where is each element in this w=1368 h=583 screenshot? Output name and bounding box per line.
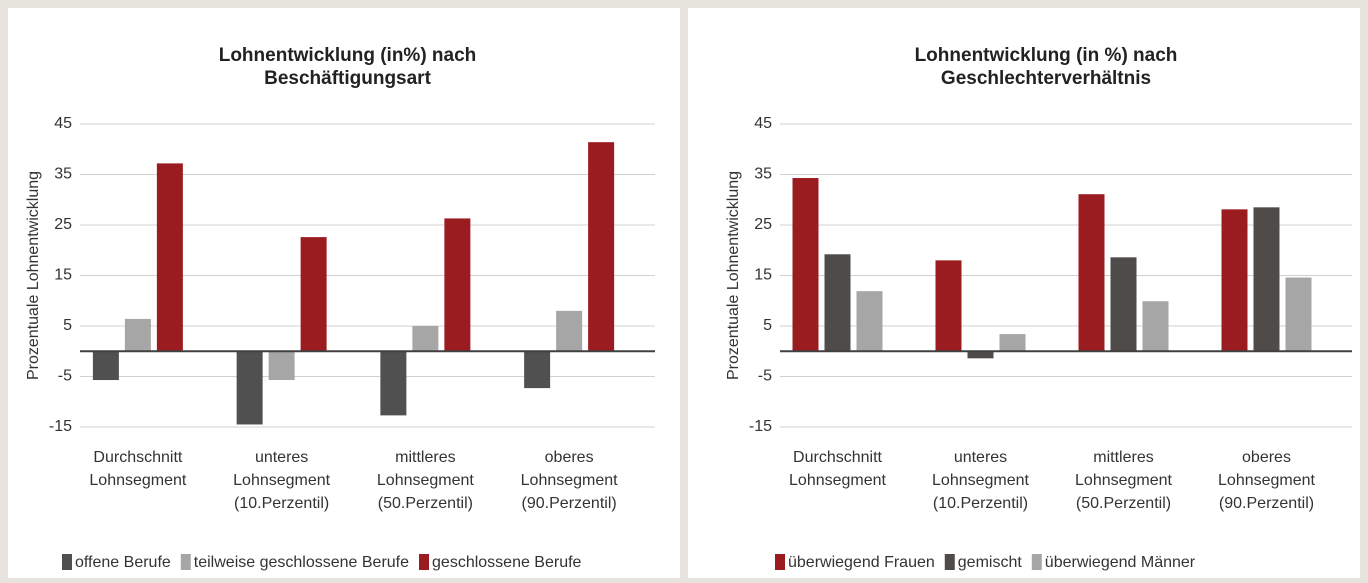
x-tick-label: Lohnsegment bbox=[1218, 472, 1316, 489]
legend-label: teilweise geschlossene Berufe bbox=[194, 554, 409, 571]
x-tick-label: unteres bbox=[954, 449, 1007, 466]
bar bbox=[824, 254, 851, 352]
bar bbox=[300, 237, 327, 352]
x-tick-label: Lohnsegment bbox=[377, 472, 475, 489]
y-tick-label: 45 bbox=[754, 115, 772, 132]
y-tick-label: 5 bbox=[763, 317, 772, 334]
legend-label: offene Berufe bbox=[75, 554, 171, 571]
bar bbox=[524, 351, 551, 389]
y-tick-label: 15 bbox=[754, 267, 772, 284]
bar bbox=[1285, 277, 1312, 352]
x-tick-label: mittleres bbox=[1093, 449, 1153, 466]
legend-label: überwiegend Frauen bbox=[788, 554, 935, 571]
x-tick-label: oberes bbox=[1242, 449, 1291, 466]
legend-label: geschlossene Berufe bbox=[432, 554, 582, 571]
x-tick-label: (90.Perzentil) bbox=[522, 495, 617, 512]
x-tick-label: Durchschnitt bbox=[93, 449, 182, 466]
y-axis-label: Prozentuale Lohnentwicklung bbox=[725, 171, 742, 380]
x-tick-label: Lohnsegment bbox=[789, 472, 887, 489]
bar bbox=[124, 318, 151, 352]
y-tick-label: 25 bbox=[54, 216, 72, 233]
y-tick-label: 5 bbox=[63, 317, 72, 334]
chart-title: Geschlechterverhältnis bbox=[941, 68, 1151, 89]
chart-title: Beschäftigungsart bbox=[264, 68, 431, 89]
y-tick-label: 45 bbox=[54, 115, 72, 132]
x-tick-label: oberes bbox=[545, 449, 594, 466]
legend-swatch bbox=[944, 554, 955, 570]
bar bbox=[999, 334, 1026, 352]
y-tick-label: -15 bbox=[749, 418, 772, 435]
x-tick-label: (10.Perzentil) bbox=[933, 495, 1028, 512]
x-tick-label: Lohnsegment bbox=[89, 472, 187, 489]
legend-label: gemischt bbox=[958, 554, 1023, 571]
y-tick-label: 35 bbox=[754, 166, 772, 183]
bar bbox=[1253, 207, 1280, 352]
bar bbox=[792, 178, 819, 352]
x-tick-label: (50.Perzentil) bbox=[378, 495, 473, 512]
bar bbox=[268, 351, 295, 381]
chart-title: Lohnentwicklung (in %) nach bbox=[915, 45, 1178, 66]
x-tick-label: (50.Perzentil) bbox=[1076, 495, 1171, 512]
bar bbox=[92, 351, 119, 381]
x-tick-label: Lohnsegment bbox=[1075, 472, 1173, 489]
y-tick-label: -5 bbox=[58, 368, 72, 385]
legend-label: überwiegend Männer bbox=[1045, 554, 1196, 571]
bar bbox=[556, 310, 583, 352]
x-tick-label: Lohnsegment bbox=[233, 472, 331, 489]
bar bbox=[444, 218, 471, 352]
bar bbox=[1110, 257, 1137, 352]
y-tick-label: -5 bbox=[758, 368, 772, 385]
legend-swatch bbox=[775, 554, 785, 570]
y-axis-label: Prozentuale Lohnentwicklung bbox=[25, 171, 42, 380]
bar bbox=[856, 291, 883, 352]
y-tick-label: 35 bbox=[54, 166, 72, 183]
bar bbox=[380, 351, 407, 416]
legend-swatch bbox=[1031, 554, 1042, 570]
bar bbox=[1142, 301, 1169, 352]
bar bbox=[588, 142, 615, 352]
x-tick-label: unteres bbox=[255, 449, 308, 466]
bar bbox=[156, 163, 183, 352]
bar bbox=[935, 260, 962, 352]
x-tick-label: mittleres bbox=[395, 449, 455, 466]
y-tick-label: 25 bbox=[754, 216, 772, 233]
y-tick-label: -15 bbox=[49, 418, 72, 435]
panel bbox=[8, 8, 680, 578]
y-tick-label: 15 bbox=[54, 267, 72, 284]
x-tick-label: (10.Perzentil) bbox=[234, 495, 329, 512]
legend-swatch bbox=[62, 554, 72, 570]
x-tick-label: Lohnsegment bbox=[521, 472, 619, 489]
legend-swatch bbox=[419, 554, 430, 570]
x-tick-label: Durchschnitt bbox=[793, 449, 882, 466]
bar bbox=[412, 326, 439, 352]
x-tick-label: (90.Perzentil) bbox=[1219, 495, 1314, 512]
chart-title: Lohnentwicklung (in%) nach bbox=[219, 45, 477, 66]
bar bbox=[236, 351, 263, 425]
bar bbox=[1078, 194, 1105, 352]
bar bbox=[967, 351, 994, 359]
bar bbox=[1221, 209, 1248, 352]
legend-swatch bbox=[180, 554, 191, 570]
x-tick-label: Lohnsegment bbox=[932, 472, 1030, 489]
